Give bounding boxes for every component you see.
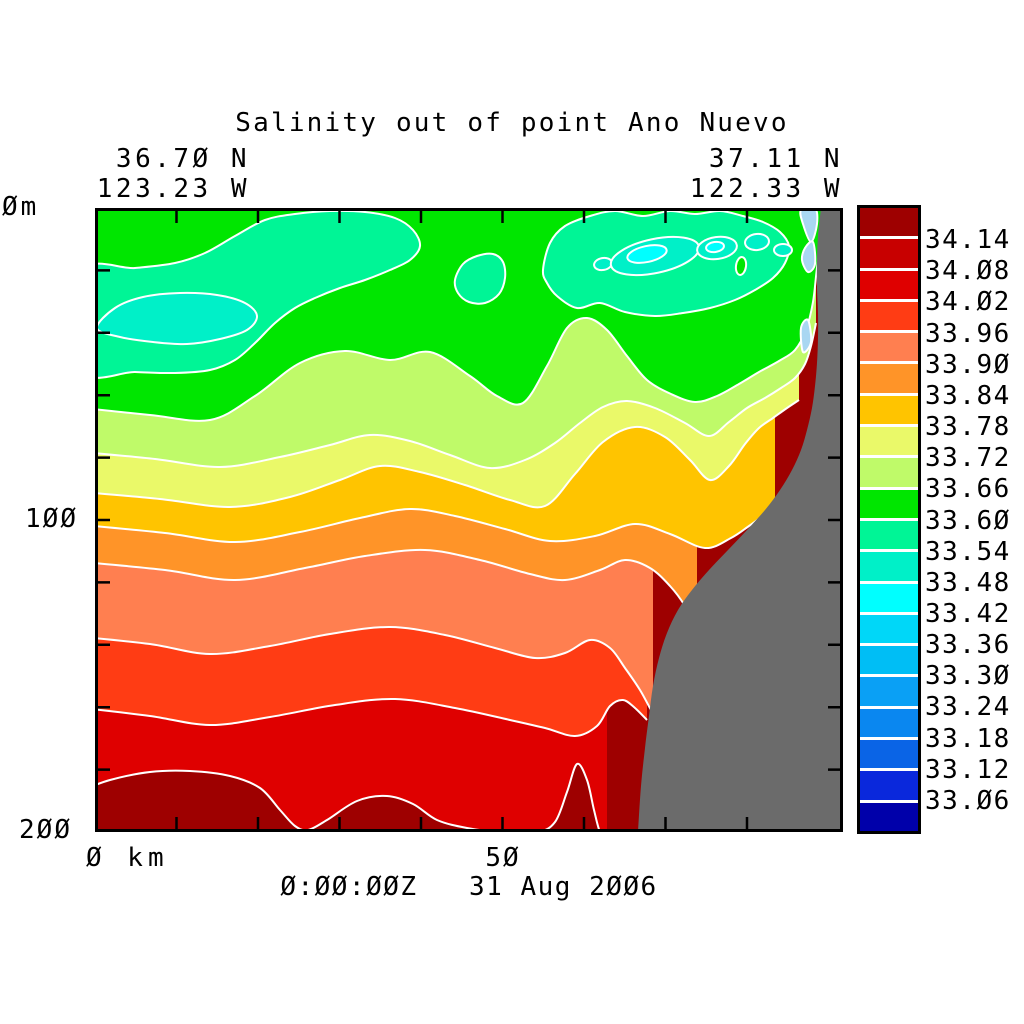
colorbar-band-5 [860,364,918,396]
colorbar-band-6 [860,395,918,428]
y-axis-label-200: 2ØØ [19,815,72,845]
isohaline-33.72 [95,322,817,470]
colorbar-label-34.02: 34.Ø2 [925,287,1011,318]
fresh-core-east-3 [744,232,770,252]
freshest-core-east-2 [705,240,725,254]
colorbar-band-4 [860,333,918,365]
colorbar-label-33.72: 33.72 [925,443,1011,474]
colorbar-band-12 [860,583,918,615]
plot-frame [95,208,843,832]
x-axis-label-0km: Ø km [86,843,169,873]
plot-title: Salinity out of point Ano Nuevo [235,108,789,138]
isohaline-33.78 [95,399,800,509]
salty-sliver [734,256,748,276]
transect-start-lon: 123.23 W [96,174,250,204]
colorbar-band-3 [860,301,918,334]
fresh-blob-mid [453,252,507,305]
colorbar-label-34.14: 34.14 [925,225,1011,256]
transect-start-lat: 36.7Ø N [115,144,250,174]
colorbar-label-33.90: 33.9Ø [925,349,1011,380]
bathymetry-mask [638,208,843,832]
colorbar-label-33.18: 33.18 [925,723,1011,754]
colorbar-label-33.24: 33.24 [925,692,1011,723]
fresh-core-east-4 [773,243,793,257]
colorbar-label-33.48: 33.48 [925,567,1011,598]
transect-start-coords: 36.7Ø N 123.23 W [60,146,250,206]
colorbar-band-17 [860,740,918,772]
isohaline-33.90 [95,548,698,631]
colorbar-label-33.78: 33.78 [925,412,1011,443]
isohaline-34.14 [95,762,602,832]
colorbar-band-2 [860,270,918,302]
axis-ticks [97,210,841,830]
colorbar-label-33.42: 33.42 [925,598,1011,629]
colorbar-band-19 [860,802,918,831]
colorbar-band-14 [860,646,918,678]
isohaline-33.96 [95,625,654,715]
coastal-patch-1 [800,240,817,274]
timestamp-label: Ø:ØØ:ØØZ 31 Aug 2ØØ6 [280,872,658,902]
x-axis-label-50: 5Ø [485,843,521,873]
colorbar-label-33.60: 33.6Ø [925,505,1011,536]
colorbar-band-9 [860,489,918,521]
coastal-patch-0 [799,208,819,244]
isohaline-33.84 [95,507,776,550]
colorbar-band-10 [860,520,918,553]
colorbar [857,205,921,834]
isohaline-34.02 [95,697,648,738]
transect-end-coords: 37.11 N 122.33 W [600,146,843,206]
colorbar-band-8 [860,458,918,490]
colorbar-band-11 [860,552,918,584]
colorbar-label-33.06: 33.Ø6 [925,785,1011,816]
transect-end-lat: 37.11 N [708,144,843,174]
colorbar-band-0 [860,208,918,240]
isohaline-33.66 [95,235,823,422]
colorbar-band-7 [860,427,918,459]
colorbar-band-1 [860,239,918,271]
colorbar-label-33.66: 33.66 [925,474,1011,505]
contour-section-plot [95,208,843,832]
colorbar-band-13 [860,614,918,647]
y-axis-label-100: 1ØØ [25,504,78,534]
colorbar-label-33.84: 33.84 [925,380,1011,411]
freshest-core-east-1 [626,244,668,264]
colorbar-band-18 [860,771,918,803]
colorbar-label-33.30: 33.3Ø [925,661,1011,692]
colorbar-band-16 [860,708,918,741]
colorbar-label-33.12: 33.12 [925,754,1011,785]
colorbar-band-15 [860,677,918,709]
colorbar-label-34.08: 34.Ø8 [925,256,1011,287]
colorbar-label-33.96: 33.96 [925,318,1011,349]
y-axis-label-0m: Øm [2,192,40,222]
colorbar-label-33.54: 33.54 [925,536,1011,567]
fresh-core-west [96,291,258,346]
transect-end-lon: 122.33 W [689,174,843,204]
colorbar-label-33.36: 33.36 [925,630,1011,661]
coastal-patch-2 [799,318,813,354]
